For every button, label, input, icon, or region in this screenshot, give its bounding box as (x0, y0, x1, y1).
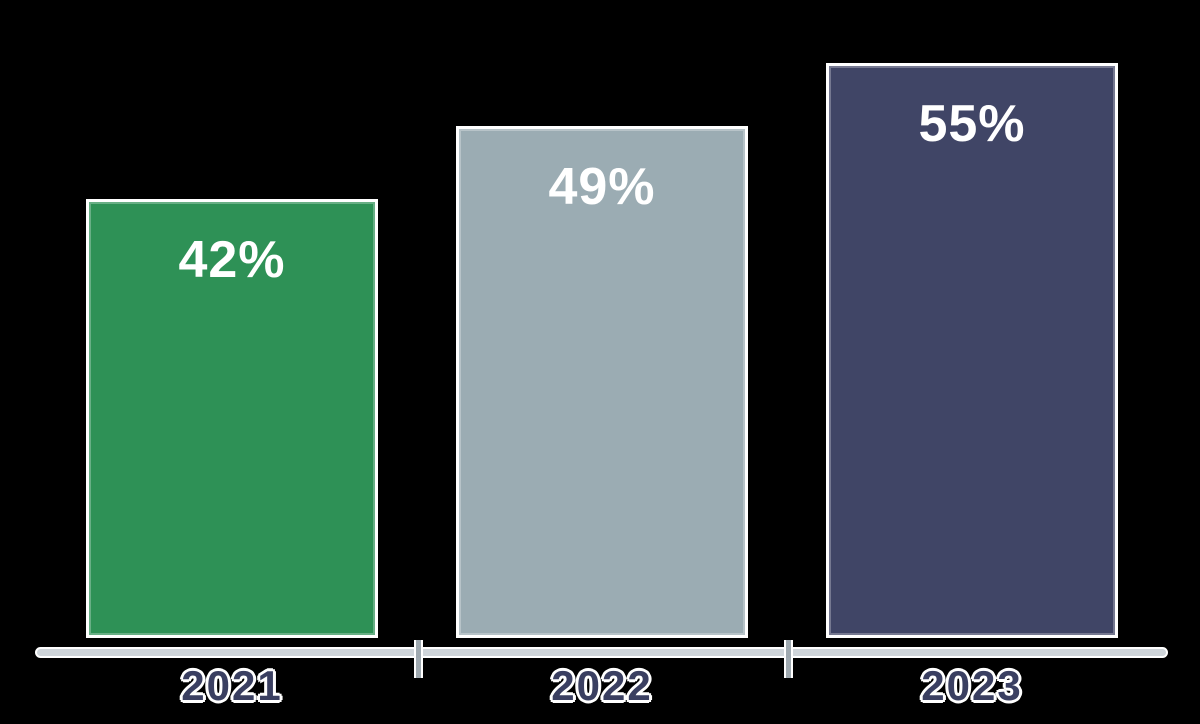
bar-value-label-2022: 49% (548, 158, 656, 216)
x-axis-label-2021: 2021 (181, 662, 283, 709)
x-axis-label-2023: 2023 (921, 662, 1023, 709)
x-axis-line (35, 647, 1168, 658)
bar-2021: 42% (86, 199, 378, 638)
x-axis-label-2022: 2022 (551, 662, 653, 709)
bar-2023: 55% (826, 63, 1118, 638)
bar-value-label-2021: 42% (178, 231, 286, 289)
x-axis-tick-1 (414, 640, 423, 678)
x-axis-tick-2 (784, 640, 793, 678)
bar-2022: 49% (456, 126, 748, 638)
bar-value-label-2023: 55% (918, 95, 1026, 153)
